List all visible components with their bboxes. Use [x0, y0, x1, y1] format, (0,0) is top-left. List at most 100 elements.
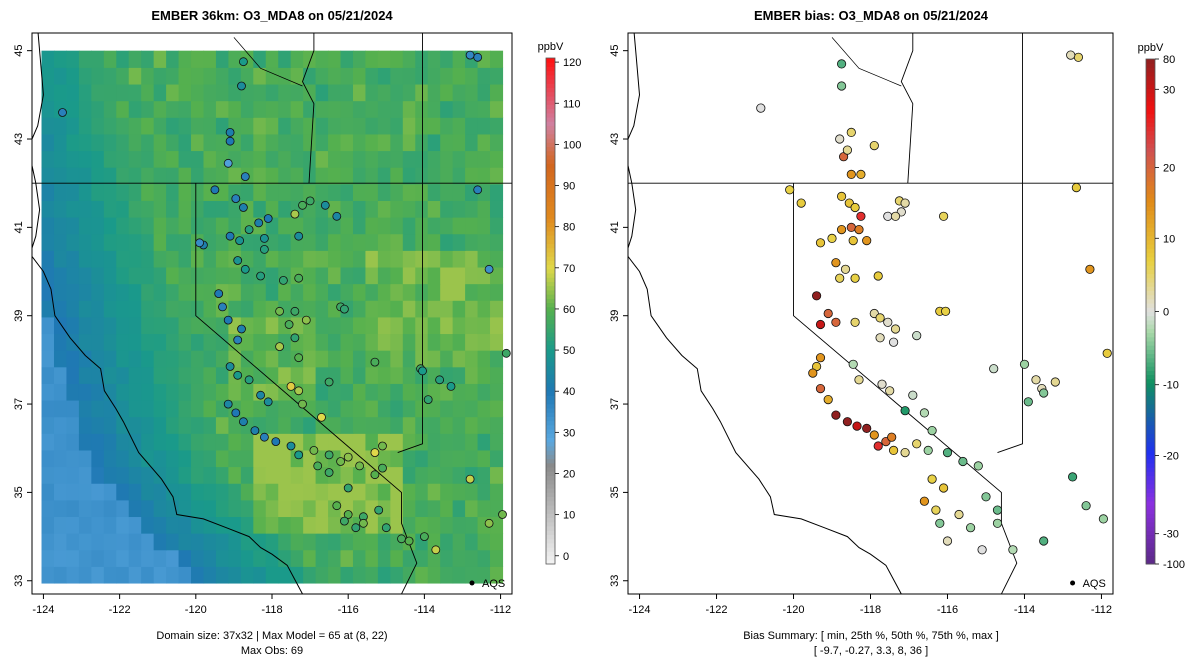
grid-cell [240, 350, 254, 368]
grid-cell [253, 350, 267, 368]
grid-cell [178, 449, 192, 468]
colorbar-segment [1146, 488, 1155, 493]
grid-cell [365, 533, 379, 551]
grid-cell [465, 499, 479, 518]
grid-cell [91, 83, 105, 102]
grid-cell [452, 150, 466, 168]
grid-cell [427, 250, 441, 268]
grid-cell [215, 167, 229, 185]
colorbar-tick-label: 20 [1163, 163, 1175, 175]
colorbar-tick-label: 0 [563, 551, 569, 563]
colorbar-segment [546, 412, 555, 417]
site-marker [370, 448, 380, 458]
site-marker [1071, 183, 1082, 193]
grid-cell [240, 383, 254, 401]
grid-cell [402, 333, 416, 351]
grid-cell [66, 549, 80, 567]
y-tick-label: 35 [13, 486, 25, 498]
grid-cell [490, 316, 504, 335]
grid-cell [303, 566, 317, 584]
grid-cell [128, 383, 142, 401]
grid-cell [278, 150, 292, 168]
colorbar-segment [1146, 286, 1155, 291]
site-marker [877, 379, 887, 389]
grid-cell [352, 399, 367, 418]
colorbar-segment [546, 268, 555, 274]
grid-cell [153, 150, 167, 168]
grid-cell [328, 133, 342, 152]
grid-cell [215, 566, 229, 584]
grid-cell [228, 217, 242, 235]
grid-cell [41, 50, 55, 68]
grid-cell [153, 533, 167, 551]
grid-cell [141, 117, 155, 135]
grid-cell [352, 566, 367, 584]
grid-cell [53, 366, 68, 384]
grid-cell [191, 50, 205, 68]
grid-cell [116, 133, 130, 152]
grid-cell [141, 83, 155, 102]
grid-cell [53, 516, 68, 534]
grid-cell [290, 516, 304, 534]
site-marker [259, 244, 269, 254]
colorbar-segment [1146, 164, 1155, 169]
grid-cell [440, 117, 454, 135]
site-marker [238, 417, 248, 427]
colorbar-segment [1146, 387, 1155, 392]
grid-cell [365, 483, 379, 501]
grid-cell [465, 67, 479, 85]
grid-cell [415, 416, 429, 434]
colorbar-segment [546, 298, 555, 304]
colorbar-segment [546, 205, 555, 211]
x-tick-label: -116 [937, 604, 958, 616]
grid-cell [240, 133, 254, 152]
site-marker [58, 108, 67, 117]
site-marker [309, 445, 319, 455]
grid-cell [166, 383, 180, 401]
grid-cell [402, 316, 416, 335]
grid-cell [128, 100, 142, 118]
grid-cell [402, 250, 416, 268]
colorbar-segment [546, 163, 555, 169]
site-marker [237, 324, 246, 334]
site-marker [919, 496, 930, 506]
site-marker [927, 425, 937, 436]
site-marker [339, 516, 349, 526]
site-marker [240, 172, 250, 182]
colorbar-segment [1146, 425, 1155, 430]
grid-cell [303, 350, 317, 368]
grid-cell [365, 333, 379, 351]
colorbar-segment [1146, 239, 1155, 245]
colorbar-segment [546, 192, 555, 198]
grid-cell [365, 433, 379, 451]
grid-cell [278, 366, 292, 384]
grid-cell [477, 533, 491, 551]
grid-cell [191, 399, 205, 418]
grid-cell [477, 250, 491, 268]
grid-cell [240, 183, 254, 201]
site-marker [473, 52, 483, 62]
grid-cell [78, 449, 92, 468]
grid-cell [178, 50, 192, 68]
colorbar-segment [1146, 176, 1155, 182]
grid-cell [166, 466, 180, 484]
grid-cell [141, 416, 155, 434]
colorbar-segment [546, 348, 555, 354]
grid-cell [427, 167, 441, 185]
grid-cell [265, 449, 279, 468]
grid-cell [390, 117, 404, 135]
grid-cell [228, 416, 242, 434]
grid-cell [365, 316, 379, 335]
site-marker [237, 81, 246, 91]
colorbar-segment [546, 315, 555, 320]
grid-cell [440, 200, 454, 218]
colorbar-segment [546, 281, 555, 287]
y-tick-label: 39 [13, 310, 25, 322]
colorbar-segment [546, 492, 555, 498]
colorbar-tick-label: 80 [1163, 54, 1175, 66]
grid-cell [377, 183, 391, 201]
site-marker [815, 238, 826, 248]
colorbar-segment [546, 429, 555, 434]
grid-cell [240, 117, 254, 135]
site-marker [278, 275, 288, 285]
